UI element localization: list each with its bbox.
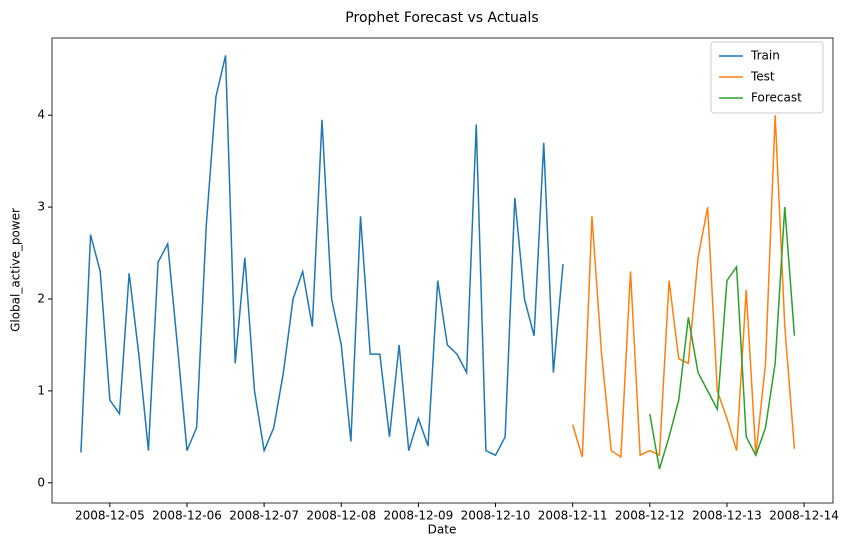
x-tick-label: 2008-12-14 xyxy=(769,509,839,523)
legend-box xyxy=(710,41,824,114)
y-tick-label: 1 xyxy=(37,383,45,397)
x-tick-label: 2008-12-09 xyxy=(384,509,454,523)
x-tick-label: 2008-12-05 xyxy=(75,509,145,523)
legend-label: Train xyxy=(750,49,780,63)
chart-title: Prophet Forecast vs Actuals xyxy=(345,10,538,26)
y-tick-label: 0 xyxy=(37,475,45,489)
y-tick-label: 3 xyxy=(37,200,45,214)
x-axis-label: Date xyxy=(428,523,457,537)
y-tick-label: 4 xyxy=(37,108,45,122)
x-tick-label: 2008-12-07 xyxy=(229,509,299,523)
x-tick-label: 2008-12-13 xyxy=(692,509,762,523)
series-line xyxy=(571,115,796,459)
legend-label: Forecast xyxy=(751,91,802,105)
y-tick-label: 2 xyxy=(37,291,45,305)
series-line xyxy=(649,207,796,470)
legend-label: Test xyxy=(750,70,775,84)
x-tick-label: 2008-12-10 xyxy=(461,509,531,523)
x-tick-label: 2008-12-08 xyxy=(306,509,376,523)
series-line xyxy=(80,55,564,457)
plot-frame xyxy=(51,37,834,504)
x-tick-label: 2008-12-11 xyxy=(538,509,608,523)
x-tick-label: 2008-12-12 xyxy=(615,509,685,523)
y-axis-label: Global_active_power xyxy=(9,208,23,332)
x-tick-label: 2008-12-06 xyxy=(152,509,222,523)
